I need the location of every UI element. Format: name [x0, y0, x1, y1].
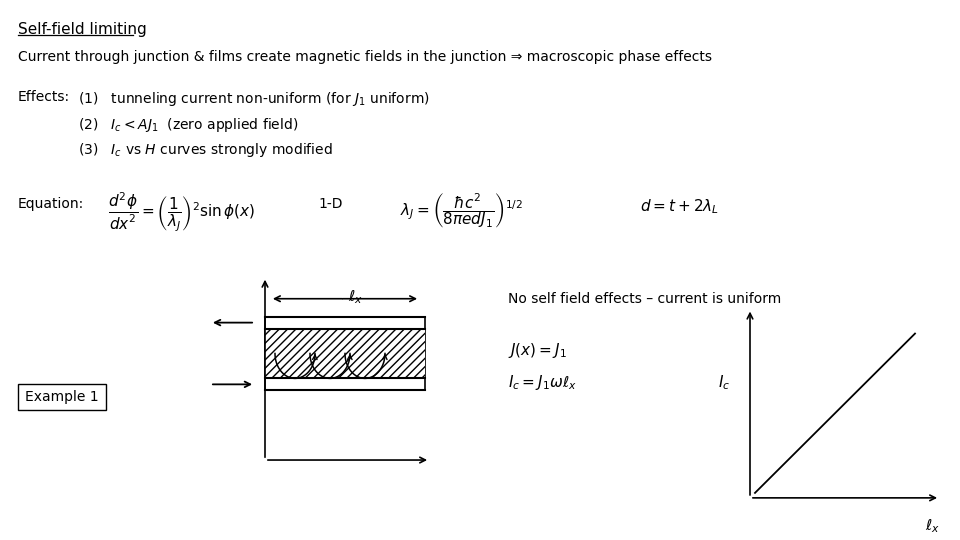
- Text: (2)   $I_c < AJ_1$  (zero applied field): (2) $I_c < AJ_1$ (zero applied field): [78, 116, 299, 133]
- Text: $\ell_x$: $\ell_x$: [348, 288, 363, 306]
- Text: Example 1: Example 1: [25, 390, 99, 404]
- Text: (1)   tunneling current non-uniform (for $J_1$ uniform): (1) tunneling current non-uniform (for $…: [78, 90, 430, 107]
- Text: $I_c = J_1 \omega \ell_x$: $I_c = J_1 \omega \ell_x$: [508, 373, 577, 393]
- Text: $J(x) = J_1$: $J(x) = J_1$: [508, 341, 566, 360]
- Bar: [265, 316, 425, 390]
- Text: $\dfrac{d^2\phi}{dx^2} = \left(\dfrac{1}{\lambda_J}\right)^2 \sin\phi(x)$: $\dfrac{d^2\phi}{dx^2} = \left(\dfrac{1}…: [108, 191, 255, 234]
- Text: Equation:: Equation:: [18, 197, 84, 211]
- Text: $\ell_x$: $\ell_x$: [924, 518, 940, 536]
- Bar: [18, 384, 106, 410]
- Text: 1-D: 1-D: [318, 197, 343, 211]
- Text: Effects:: Effects:: [18, 90, 70, 104]
- Text: Current through junction & films create magnetic fields in the junction ⇒ macros: Current through junction & films create …: [18, 50, 712, 64]
- Text: $\lambda_J = \left(\dfrac{\hbar c^2}{8\pi e d J_1}\right)^{1/2}$: $\lambda_J = \left(\dfrac{\hbar c^2}{8\p…: [400, 191, 523, 230]
- Bar: [265, 329, 425, 379]
- Text: Self-field limiting: Self-field limiting: [18, 22, 147, 37]
- Text: No self field effects – current is uniform: No self field effects – current is unifo…: [508, 292, 781, 306]
- Text: (3)   $I_c$ vs $H$ curves strongly modified: (3) $I_c$ vs $H$ curves strongly modifie…: [78, 141, 333, 159]
- Text: $I_c$: $I_c$: [718, 373, 731, 392]
- Text: $d = t + 2\lambda_L$: $d = t + 2\lambda_L$: [640, 197, 719, 216]
